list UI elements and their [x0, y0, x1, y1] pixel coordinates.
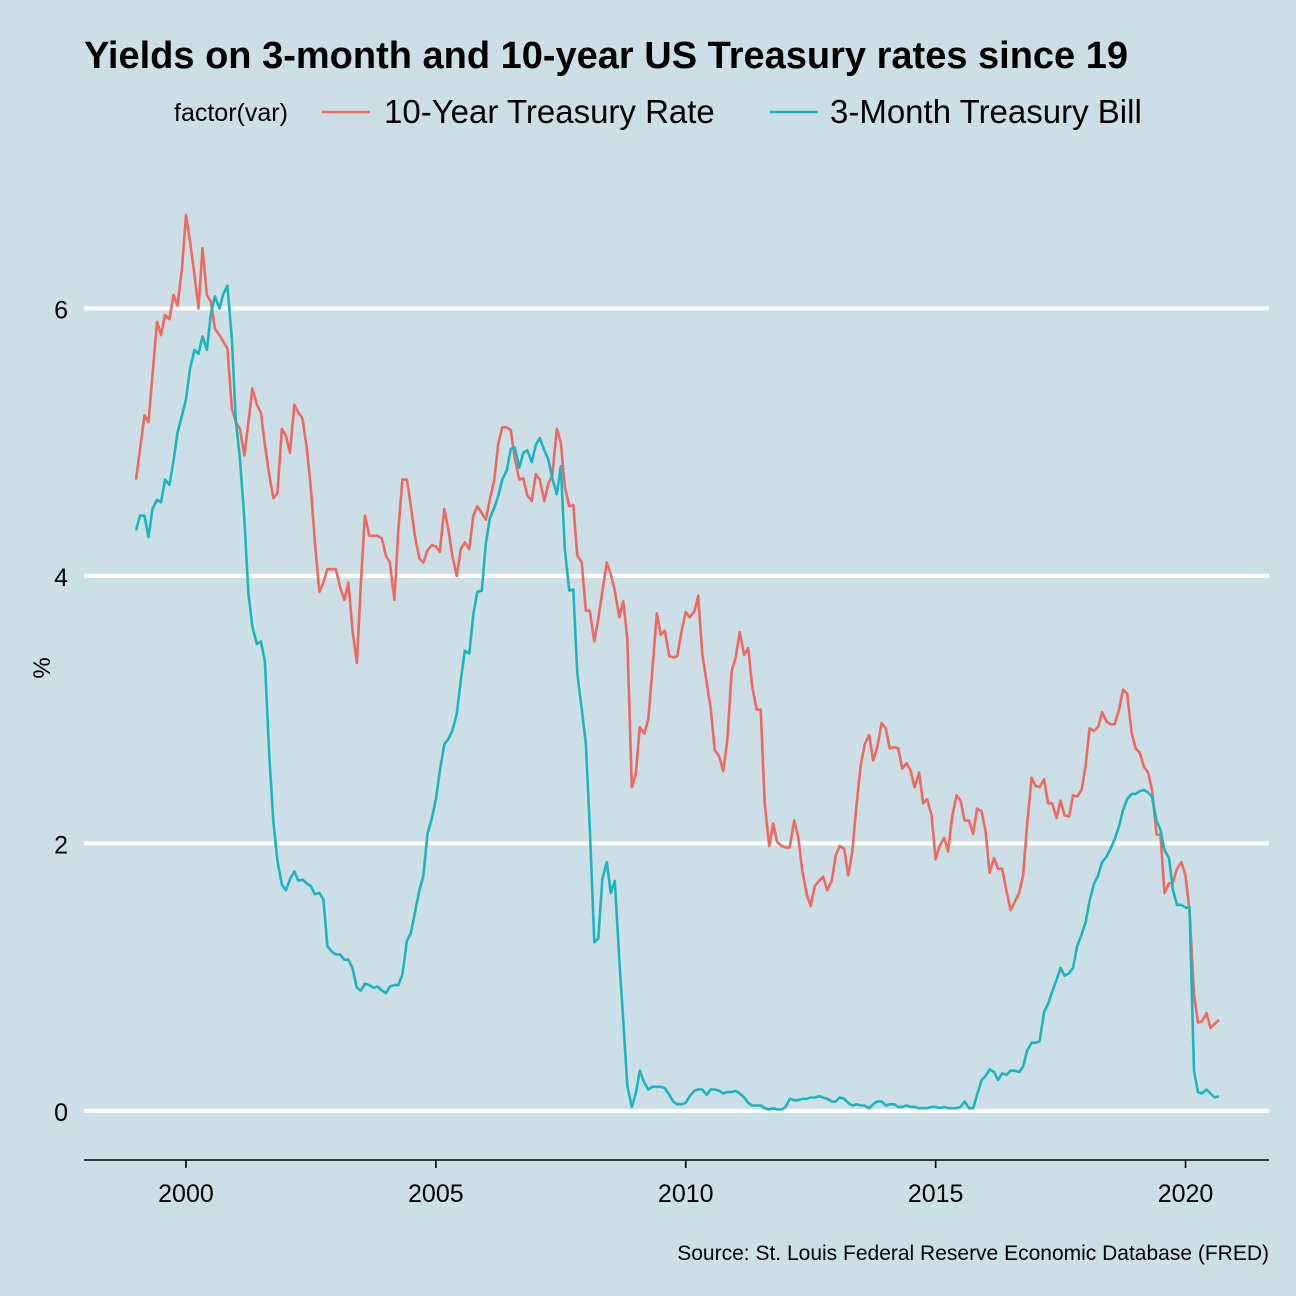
legend-title: factor(var): [174, 99, 288, 127]
series-line-3-month: [134, 284, 1220, 1111]
x-tick-label-2005: 2005: [408, 1180, 464, 1208]
series-lines: [134, 213, 1220, 1111]
chart-title: Yields on 3-month and 10-year US Treasur…: [84, 35, 1128, 77]
legend-label-10-year: 10-Year Treasury Rate: [384, 93, 715, 130]
y-tick-label-2: 2: [54, 831, 68, 859]
chart-caption: Source: St. Louis Federal Reserve Econom…: [677, 1242, 1269, 1265]
x-tick-label-2000: 2000: [158, 1180, 214, 1208]
y-axis-label: %: [29, 657, 56, 678]
series-line-10-year: [134, 213, 1220, 1030]
x-tick-label-2020: 2020: [1158, 1180, 1214, 1208]
gridlines: [84, 306, 1269, 1113]
x-tick-label-2010: 2010: [658, 1180, 714, 1208]
y-tick-label-0: 0: [54, 1099, 68, 1127]
x-tick-label-2015: 2015: [908, 1180, 964, 1208]
y-axis-ticks: 0 2 4 6: [54, 296, 68, 1126]
y-tick-label-4: 4: [54, 564, 68, 592]
legend-label-3-month: 3-Month Treasury Bill: [830, 93, 1142, 130]
y-tick-label-6: 6: [54, 296, 68, 324]
x-axis-ticks: 2000 2005 2010 2015 2020: [158, 1160, 1213, 1208]
legend: factor(var) 10-Year Treasury Rate 3-Mont…: [174, 93, 1142, 130]
